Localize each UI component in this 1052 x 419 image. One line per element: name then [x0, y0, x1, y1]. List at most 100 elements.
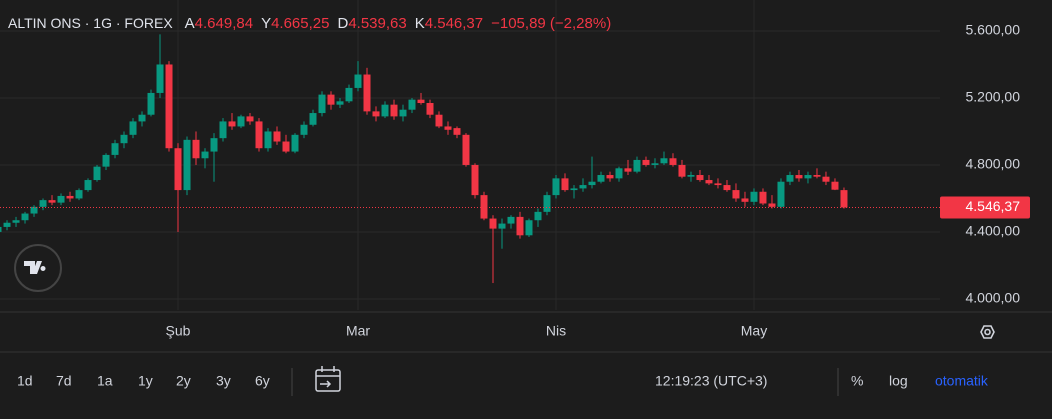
candle-body	[687, 175, 695, 177]
calendar-lines	[316, 366, 340, 388]
plot: 4.000,00 4.400,00 4.800,00 5.200,00 5.600,00…	[0, 0, 1030, 339]
candle-body	[327, 94, 335, 105]
header: ALTIN ONS · 1G · FOREX A4.649,84 Y4.665,25…	[8, 15, 611, 32]
candle-body	[804, 175, 812, 179]
candle-body	[642, 159, 650, 165]
candle-body	[714, 183, 722, 186]
candle-body	[336, 101, 344, 105]
ohlc-label: A	[185, 15, 195, 32]
candle-body	[831, 181, 839, 190]
range-button[interactable]: 2y	[176, 373, 191, 389]
candle-body	[237, 116, 245, 127]
range-button[interactable]: 1d	[17, 373, 33, 389]
settings-dot	[984, 328, 991, 336]
candle-body	[525, 220, 533, 236]
candle-body	[498, 223, 506, 229]
logo-mark	[24, 261, 46, 274]
log-toggle[interactable]: log	[889, 373, 908, 389]
candle-body	[318, 94, 326, 114]
candle-body	[399, 109, 407, 117]
settings-hex	[980, 325, 995, 339]
change: −105,89 (−2,28%)	[491, 15, 611, 32]
clock: 12:19:23 (UTC+3)	[655, 373, 767, 389]
range-button[interactable]: 7d	[56, 373, 72, 389]
candle-body	[453, 128, 461, 135]
candle-body	[597, 175, 605, 182]
candle-body	[48, 200, 56, 203]
candle-body	[192, 139, 200, 159]
ohlc-value: 4.539,63	[348, 15, 406, 32]
calendar	[315, 369, 341, 392]
candle-body	[480, 195, 488, 219]
candle-body	[84, 180, 92, 191]
candle-body	[120, 134, 128, 144]
candle-body	[426, 102, 434, 115]
candle-body	[129, 121, 137, 135]
candle-body	[363, 74, 371, 112]
candle-body	[543, 195, 551, 212]
candle-body	[444, 126, 452, 130]
settings-icon[interactable]	[980, 325, 995, 339]
candle-body	[390, 104, 398, 117]
candle-body	[489, 218, 497, 229]
date-range-icon[interactable]	[315, 366, 341, 392]
candle-body	[12, 220, 20, 223]
x-tick-label: May	[741, 323, 767, 339]
candle-body	[561, 178, 569, 191]
x-tick-label: Nis	[546, 323, 566, 339]
toolbar: 12:19:23 (UTC+3) % log otomatik 1d 7d 1a 1y…	[17, 366, 989, 396]
range-button[interactable]: 1y	[138, 373, 153, 389]
candle-body	[93, 166, 101, 181]
candle-body	[660, 158, 668, 164]
candle-body	[147, 92, 155, 115]
candle-body	[651, 163, 659, 165]
range-button[interactable]: 1a	[97, 373, 113, 389]
candle-body	[165, 64, 173, 149]
candle-body	[57, 195, 65, 203]
ohlc-label: K	[415, 15, 425, 32]
candle-body	[669, 158, 677, 165]
y-tick-label: 5.200,00	[966, 89, 1021, 105]
candle-body	[138, 114, 146, 122]
candle-body	[354, 74, 362, 88]
candle-body	[273, 131, 281, 142]
percent-toggle[interactable]: %	[851, 373, 863, 389]
candle-body	[624, 168, 632, 172]
range-button[interactable]: 3y	[216, 373, 231, 389]
candle-body	[462, 134, 470, 165]
candle-body	[759, 191, 767, 204]
logo[interactable]	[14, 244, 62, 292]
candle-body	[822, 176, 830, 182]
candle-body	[309, 113, 317, 125]
candle-body	[381, 104, 389, 117]
candle-body	[219, 121, 227, 139]
candle-body	[102, 154, 110, 167]
candle-body	[300, 124, 308, 135]
candle-body	[282, 141, 290, 152]
candle-body	[813, 175, 821, 177]
candle-body	[534, 211, 542, 221]
candle-body	[264, 131, 272, 149]
candle-body	[723, 185, 731, 191]
candle-body	[75, 190, 83, 199]
x-tick-label: Mar	[346, 323, 370, 339]
candle-body	[732, 190, 740, 199]
candle-body	[570, 188, 578, 191]
candle-body	[615, 168, 623, 179]
auto-toggle[interactable]: otomatik	[935, 373, 989, 389]
candle-body	[795, 175, 803, 179]
candle-body	[633, 159, 641, 172]
candle-body	[516, 216, 524, 236]
candle-body	[678, 164, 686, 177]
ohlc-value: 4.546,37	[425, 15, 483, 32]
candle-body	[696, 175, 704, 181]
candle-body	[768, 203, 776, 207]
candle-body	[507, 216, 515, 224]
candle-body	[246, 116, 254, 122]
y-tick-label: 4.000,00	[966, 290, 1021, 306]
candle-body	[255, 121, 263, 149]
range-button[interactable]: 6y	[255, 373, 270, 389]
symbol-title: ALTIN ONS · 1G · FOREX	[8, 15, 173, 31]
candle-body	[588, 181, 596, 186]
